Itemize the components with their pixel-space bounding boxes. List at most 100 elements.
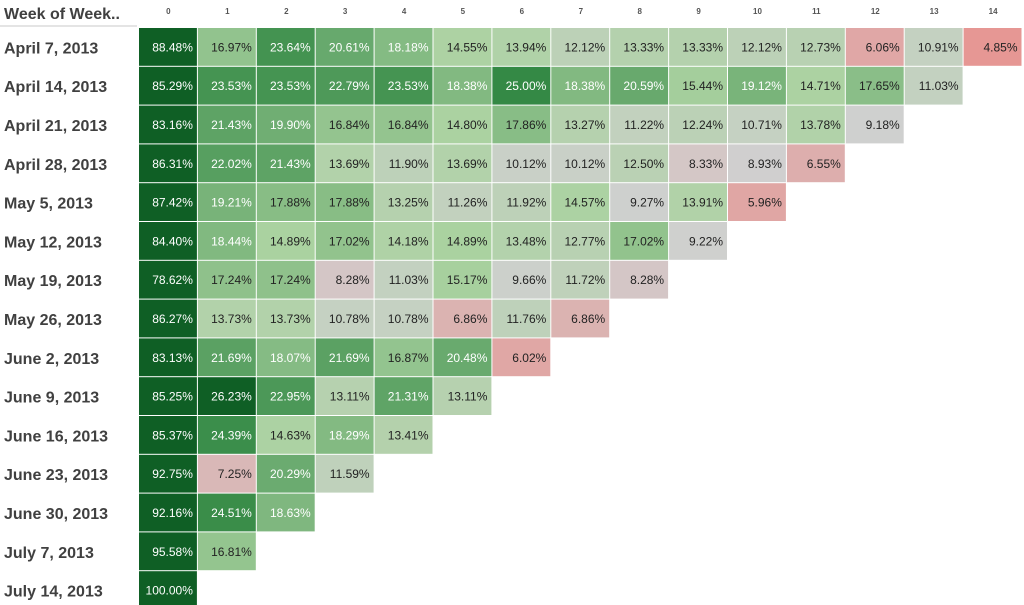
heatmap-cell-value: 14.57%: [564, 196, 605, 210]
heatmap-cell-value: 12.73%: [800, 40, 841, 54]
heatmap-cell: [551, 222, 610, 260]
heatmap-cell-value: 14.89%: [447, 234, 488, 248]
heatmap-cell-value: 18.38%: [564, 79, 605, 93]
row-label: May 19, 2013: [4, 273, 102, 290]
row-header-title: Week of Week..: [4, 6, 120, 23]
heatmap-cell: [374, 144, 433, 183]
heatmap-cell-value: 19.90%: [270, 118, 311, 132]
row-label: April 7, 2013: [4, 40, 98, 57]
row-label: June 2, 2013: [4, 351, 99, 368]
heatmap-cell: [139, 183, 197, 221]
heatmap-cell-value: 25.00%: [506, 79, 547, 93]
heatmap-cell: [551, 260, 610, 299]
heatmap-cell: [197, 377, 256, 415]
heatmap-cell: [610, 105, 669, 144]
heatmap-cell: [139, 338, 197, 377]
heatmap-cell-value: 88.48%: [152, 40, 193, 54]
row-label: July 7, 2013: [4, 545, 94, 562]
heatmap-cell: [786, 28, 845, 66]
heatmap-cell: [433, 105, 492, 144]
heatmap-cell-value: 17.88%: [329, 196, 370, 210]
heatmap-cell: [492, 299, 551, 338]
heatmap-cell: [492, 222, 551, 260]
heatmap-cell-value: 26.23%: [211, 390, 252, 404]
column-label-12: 12: [871, 7, 880, 16]
heatmap-cell-value: 24.51%: [211, 506, 252, 520]
heatmap-cell: [197, 299, 256, 338]
heatmap-cell: [492, 260, 551, 299]
heatmap-cell: [433, 377, 492, 415]
heatmap-cell-value: 86.31%: [152, 157, 193, 171]
heatmap-cell-value: 9.22%: [689, 234, 723, 248]
heatmap-cell: [139, 66, 197, 105]
heatmap-cell: [197, 144, 256, 183]
heatmap-cell: [197, 493, 256, 532]
heatmap-cell-value: 17.65%: [859, 79, 900, 93]
heatmap-cell: [669, 28, 727, 66]
heatmap-cell-value: 22.95%: [270, 390, 311, 404]
heatmap-cell-value: 23.53%: [270, 79, 311, 93]
heatmap-cell: [904, 28, 963, 66]
heatmap-cell-value: 14.18%: [388, 234, 429, 248]
heatmap-cell-value: 86.27%: [152, 312, 193, 326]
column-label-11: 11: [812, 7, 821, 16]
heatmap-cell-value: 4.85%: [983, 40, 1017, 54]
heatmap-cell-value: 10.78%: [388, 312, 429, 326]
heatmap-cell: [315, 260, 374, 299]
heatmap-cell-value: 23.53%: [388, 79, 429, 93]
heatmap-cell: [492, 28, 551, 66]
heatmap-cell-value: 83.13%: [152, 351, 193, 365]
heatmap-cell-value: 6.86%: [453, 312, 487, 326]
heatmap-cell-value: 17.02%: [623, 234, 664, 248]
heatmap-cell: [610, 28, 669, 66]
heatmap-cell: [669, 144, 727, 183]
heatmap-cell-value: 6.06%: [866, 40, 900, 54]
heatmap-cell: [728, 183, 786, 221]
heatmap-cell-value: 100.00%: [146, 584, 194, 598]
heatmap-cell-value: 85.37%: [152, 428, 193, 442]
heatmap-cell-value: 12.24%: [682, 118, 723, 132]
heatmap-cell-value: 18.44%: [211, 234, 252, 248]
heatmap-cell-value: 22.79%: [329, 79, 370, 93]
column-label-10: 10: [753, 7, 762, 16]
heatmap-cell: [139, 260, 197, 299]
heatmap-cell: [197, 105, 256, 144]
heatmap-cell-value: 21.69%: [211, 351, 252, 365]
heatmap-cell: [786, 105, 845, 144]
heatmap-cell: [374, 416, 433, 454]
heatmap-cell: [315, 105, 374, 144]
heatmap-cell-value: 85.29%: [152, 79, 193, 93]
heatmap-cell: [315, 416, 374, 454]
heatmap-cell: [433, 299, 492, 338]
heatmap-cell-value: 18.38%: [447, 79, 488, 93]
column-label-1: 1: [225, 7, 230, 16]
heatmap-cell-value: 20.61%: [329, 40, 370, 54]
heatmap-cell-value: 9.18%: [866, 118, 900, 132]
row-label: April 21, 2013: [4, 118, 107, 135]
heatmap-cell: [256, 338, 315, 377]
heatmap-cell: [433, 144, 492, 183]
heatmap-cell-value: 13.78%: [800, 118, 841, 132]
heatmap-cell: [315, 183, 374, 221]
heatmap-cell: [139, 571, 197, 605]
heatmap-cell-value: 21.69%: [329, 351, 370, 365]
heatmap-cell: [256, 454, 315, 493]
heatmap-cell-value: 13.27%: [564, 118, 605, 132]
heatmap-cell-value: 13.33%: [682, 40, 723, 54]
heatmap-cell: [256, 493, 315, 532]
heatmap-cell-value: 5.96%: [748, 196, 782, 210]
heatmap-cell-value: 92.16%: [152, 506, 193, 520]
heatmap-cell-value: 95.58%: [152, 545, 193, 559]
heatmap-cell-value: 18.63%: [270, 506, 311, 520]
heatmap-cell-value: 17.86%: [506, 118, 547, 132]
heatmap-cell-value: 18.18%: [388, 40, 429, 54]
heatmap-cell: [551, 28, 610, 66]
heatmap-cell: [786, 66, 845, 105]
heatmap-cell: [374, 222, 433, 260]
heatmap-cell-value: 20.59%: [623, 79, 664, 93]
heatmap-cell: [256, 377, 315, 415]
heatmap-cell: [845, 105, 904, 144]
heatmap-cell-value: 7.25%: [218, 467, 252, 481]
heatmap-cell-value: 10.12%: [506, 157, 547, 171]
heatmap-cell: [139, 28, 197, 66]
